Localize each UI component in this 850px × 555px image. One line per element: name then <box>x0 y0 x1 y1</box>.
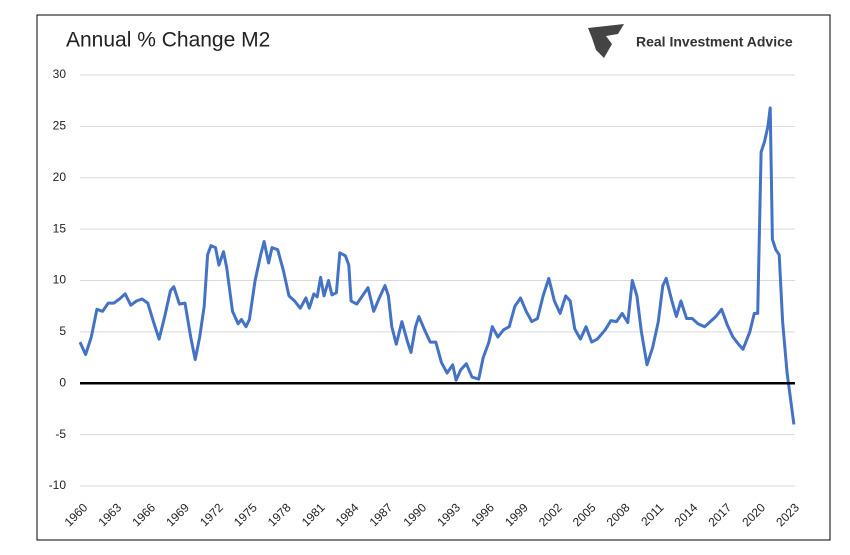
x-tick-label: 1993 <box>434 500 463 529</box>
logo-icon <box>588 24 624 58</box>
x-tick-label: 1996 <box>468 500 497 529</box>
y-tick-label: 25 <box>53 119 67 133</box>
x-tick-label: 2005 <box>570 500 599 529</box>
x-tick-label: 1966 <box>129 500 158 529</box>
y-tick-label: 20 <box>53 170 67 184</box>
x-tick-label: 1969 <box>163 500 192 529</box>
x-tick-label: 1963 <box>95 500 124 529</box>
y-tick-label: 0 <box>59 375 66 389</box>
y-tick-label: 5 <box>59 324 66 338</box>
y-tick-label: -10 <box>49 478 67 492</box>
x-tick-label: 1999 <box>502 500 531 529</box>
x-tick-label: 1984 <box>333 500 362 529</box>
x-tick-label: 2014 <box>672 500 701 529</box>
x-tick-label: 2023 <box>773 500 802 529</box>
x-tick-label: 1987 <box>367 500 396 529</box>
x-tick-label: 2002 <box>536 500 565 529</box>
frame <box>36 14 831 541</box>
x-tick-label: 1981 <box>299 500 328 529</box>
y-tick-label: 10 <box>53 273 67 287</box>
y-tick-label: 15 <box>53 221 67 235</box>
logo: Real Investment Advice <box>588 24 793 58</box>
x-tick-label: 1972 <box>197 500 226 529</box>
brand: Real Investment Advice <box>636 34 793 50</box>
line-series <box>78 106 796 425</box>
y-tick-label: -5 <box>55 427 66 441</box>
x-tick-label: 1960 <box>62 500 91 529</box>
x-tick-label: 1990 <box>400 500 429 529</box>
y-tick-label: 30 <box>53 67 67 81</box>
x-tick-label: 2020 <box>739 500 768 529</box>
x-tick-label: 1975 <box>231 500 260 529</box>
x-tick-label: 2017 <box>705 500 734 529</box>
x-tick-label: 1978 <box>265 500 294 529</box>
x-tick-label: 2008 <box>604 500 633 529</box>
x-tick-label: 2011 <box>638 500 666 528</box>
chart-title: Annual % Change M2 <box>66 29 270 52</box>
